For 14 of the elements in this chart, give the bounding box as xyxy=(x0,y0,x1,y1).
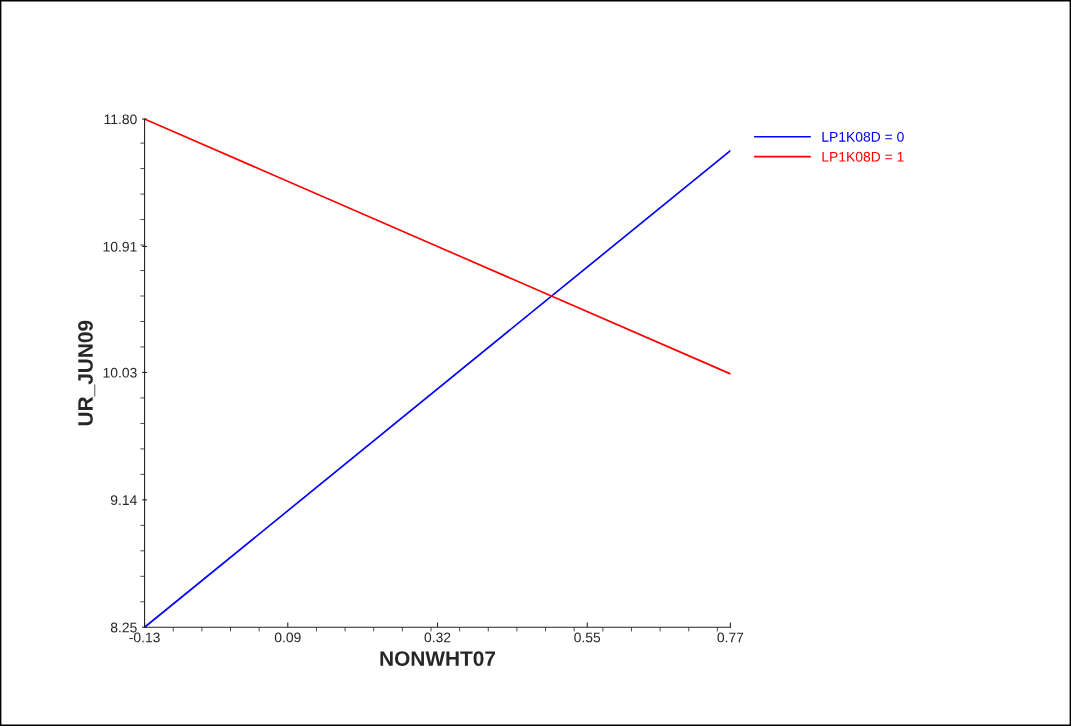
x-tick-label: 0.77 xyxy=(717,632,744,643)
x-tick-label: 0.32 xyxy=(424,632,451,643)
x-tick-label: -0.13 xyxy=(129,632,160,643)
x-axis-title: NONWHT07 xyxy=(380,651,496,666)
legend-label: LP1K08D = 1 xyxy=(822,151,904,162)
legend-label: LP1K08D = 0 xyxy=(822,131,904,142)
y-tick-label: 8.25 xyxy=(110,622,137,633)
y-tick-label: 11.80 xyxy=(104,114,137,125)
x-tick-label: 0.09 xyxy=(274,632,301,643)
x-tick-label: 0.55 xyxy=(574,632,601,643)
y-tick-label: 10.91 xyxy=(103,241,137,252)
y-tick-label: 9.14 xyxy=(110,495,137,506)
y-tick-label: 10.03 xyxy=(103,367,137,378)
y-axis-title: UR_JUN09 xyxy=(78,320,96,426)
